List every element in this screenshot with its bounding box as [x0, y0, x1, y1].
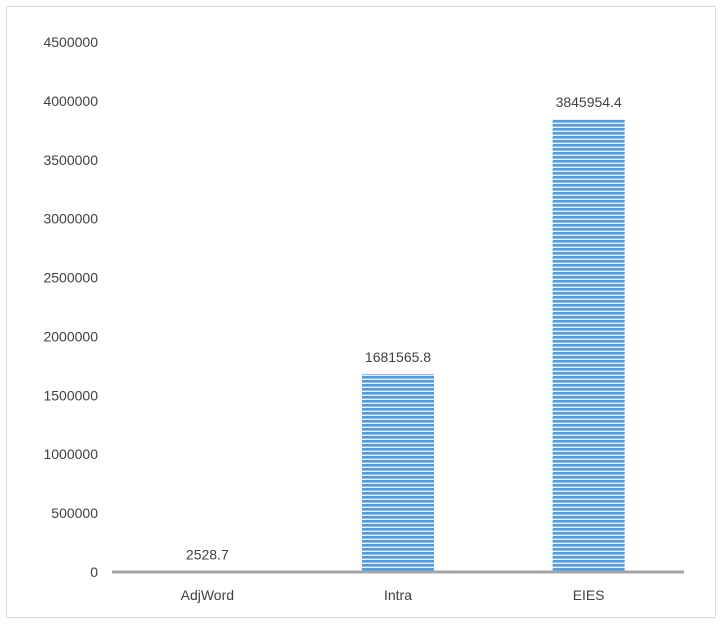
y-tick-label: 500000: [51, 505, 98, 521]
x-tick-label: Intra: [384, 587, 412, 603]
y-tick-label: 0: [90, 564, 98, 580]
y-tick-label: 3500000: [43, 152, 98, 168]
bar-intra: [362, 373, 434, 572]
y-tick-label: 1000000: [43, 446, 98, 462]
data-label-eies: 3845954.4: [556, 94, 622, 110]
y-axis-tick-labels: 0 500000 1000000 1500000 2000000 2500000 30000…: [43, 34, 98, 580]
data-label-adjword: 2528.7: [186, 547, 229, 563]
y-tick-label: 2000000: [43, 328, 98, 344]
y-tick-label: 4000000: [43, 93, 98, 109]
bar-eies: [552, 119, 625, 572]
y-tick-label: 3000000: [43, 211, 98, 227]
data-labels-group: 2528.7 1681565.8 3845954.4: [186, 94, 622, 563]
y-tick-label: 4500000: [43, 34, 98, 50]
y-tick-label: 2500000: [43, 270, 98, 286]
x-tick-label: EIES: [573, 587, 605, 603]
x-axis-tick-labels: AdjWord Intra EIES: [181, 587, 605, 603]
bars-group: [171, 119, 625, 572]
x-tick-label: AdjWord: [181, 587, 234, 603]
y-tick-label: 1500000: [43, 387, 98, 403]
data-label-intra: 1681565.8: [365, 349, 431, 365]
